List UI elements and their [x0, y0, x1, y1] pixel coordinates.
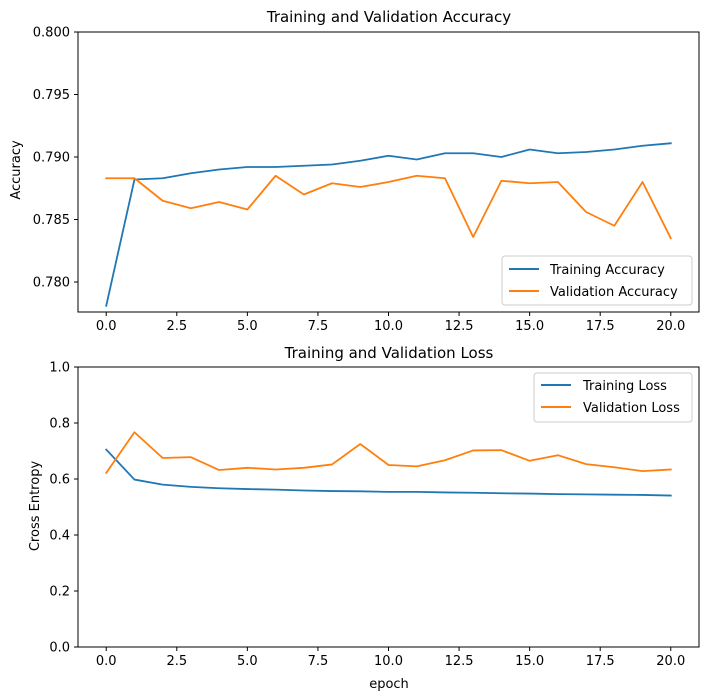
accuracy-x-tick-label: 5.0	[237, 319, 258, 334]
loss-x-tick-label: 17.5	[586, 654, 615, 669]
loss-y-tick-label: 0.2	[49, 585, 70, 600]
loss-x-tick-label: 10.0	[374, 654, 403, 669]
accuracy-series-line-validation	[105, 174, 672, 240]
accuracy-x-tick-label: 7.5	[308, 319, 329, 334]
accuracy-legend-label-validation: Validation Accuracy	[550, 285, 678, 300]
accuracy-x-tick-label: 0.0	[96, 319, 117, 334]
loss-legend-label-validation: Validation Loss	[583, 401, 680, 416]
accuracy-legend-label-training: Training Accuracy	[549, 263, 665, 278]
loss-series-line-validation	[104, 431, 672, 475]
loss-x-tick-label: 2.5	[166, 654, 187, 669]
loss-chart: Training and Validation Loss Cross Entro…	[28, 344, 700, 692]
accuracy-y-tick-label: 0.785	[33, 213, 70, 228]
loss-series-line-training	[104, 448, 672, 497]
loss-x-tick-label: 15.0	[515, 654, 544, 669]
loss-y-tick-label: 0.8	[49, 417, 70, 432]
loss-legend: Training Loss Validation Loss	[533, 372, 693, 423]
loss-legend-label-training: Training Loss	[582, 379, 667, 394]
loss-x-tick-label: 12.5	[445, 654, 474, 669]
loss-x-tick-label: 7.5	[308, 654, 329, 669]
accuracy-chart-title: Training and Validation Accuracy	[266, 8, 511, 26]
accuracy-y-tick-label: 0.795	[33, 88, 70, 103]
loss-y-tick-label: 0.0	[49, 641, 70, 656]
loss-x-tick-label: 0.0	[96, 654, 117, 669]
loss-y-tick-label: 0.6	[49, 473, 70, 488]
accuracy-legend: Training Accuracy Validation Accuracy	[501, 255, 693, 306]
accuracy-x-tick-label: 12.5	[445, 319, 474, 334]
accuracy-x-tick-label: 2.5	[166, 319, 187, 334]
loss-x-axis-label: epoch	[369, 677, 409, 692]
accuracy-x-tick-label: 15.0	[515, 319, 544, 334]
accuracy-y-tick-label: 0.780	[33, 276, 70, 291]
loss-x-tick-label: 20.0	[656, 654, 685, 669]
accuracy-y-axis-label: Accuracy	[9, 140, 24, 200]
loss-y-tick-label: 1.0	[49, 361, 70, 376]
loss-y-tick-label: 0.4	[49, 529, 70, 544]
accuracy-y-tick-label: 0.790	[33, 151, 70, 166]
loss-plot-area: 0.0 2.5 5.0 7.5 10.0 12.5 15.0 17.5 20.0 0.0 0.2 0.…	[49, 361, 685, 670]
loss-chart-title: Training and Validation Loss	[284, 344, 494, 362]
accuracy-series-line-training	[105, 142, 672, 307]
accuracy-plot-area: 0.0 2.5 5.0 7.5 10.0 12.5 15.0 17.5 20.0 0.780 0.7…	[33, 26, 685, 335]
accuracy-x-tick-label: 17.5	[586, 319, 615, 334]
accuracy-x-tick-label: 10.0	[374, 319, 403, 334]
accuracy-chart: Training and Validation Accuracy Accurac…	[9, 8, 700, 335]
loss-legend-box	[533, 372, 693, 423]
loss-x-tick-label: 5.0	[237, 654, 258, 669]
accuracy-x-tick-label: 20.0	[656, 319, 685, 334]
loss-y-axis-label: Cross Entropy	[28, 461, 43, 552]
accuracy-y-tick-label: 0.800	[33, 26, 70, 41]
accuracy-legend-box	[501, 255, 693, 306]
loss-plot-frame	[77, 366, 700, 648]
accuracy-plot-frame	[77, 31, 700, 313]
